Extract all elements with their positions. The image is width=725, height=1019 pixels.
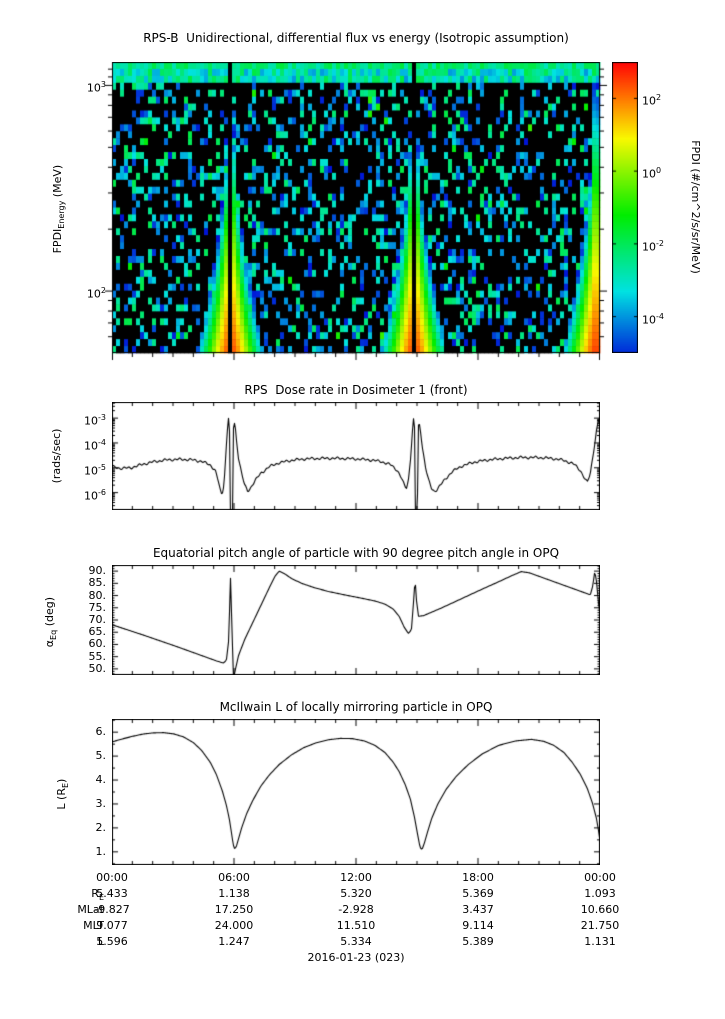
lshell-title: McIlwain L of locally mirroring particle… bbox=[219, 700, 493, 714]
lshell-ytick-label: 6. bbox=[95, 725, 107, 738]
lshell-ytick-label: 5. bbox=[95, 749, 107, 762]
ephemeris-value: -2.928 bbox=[338, 903, 374, 916]
pitch-ytick-label: 85. bbox=[88, 576, 107, 589]
colorbar-tick-label: 102 bbox=[642, 93, 662, 108]
pitch-angle-canvas bbox=[112, 565, 600, 675]
ephemeris-value: 21.750 bbox=[580, 919, 620, 932]
colorbar-tick-label: 100 bbox=[642, 166, 662, 181]
pitch-title: Equatorial pitch angle of particle with … bbox=[152, 546, 560, 560]
ephemeris-row-label-mlat: MLat bbox=[77, 903, 104, 916]
ephemeris-value: 1.138 bbox=[218, 887, 250, 900]
pitch-ytick-label: 80. bbox=[88, 589, 107, 602]
dose-title: RPS Dose rate in Dosimeter 1 (front) bbox=[244, 383, 468, 397]
lshell-ytick-label: 4. bbox=[95, 773, 107, 786]
ephemeris-value: 5.433 bbox=[96, 887, 128, 900]
x-tick-label: 00:00 bbox=[584, 871, 616, 884]
spectrogram-ytick-label: 102 bbox=[86, 286, 106, 301]
ephemeris-value: 11.510 bbox=[336, 919, 376, 932]
ephemeris-row-label-l: L bbox=[97, 935, 104, 948]
pitch-ytick-label: 70. bbox=[88, 613, 107, 626]
dose-ytick-label: 10-6 bbox=[84, 488, 106, 503]
ephemeris-value: 9.077 bbox=[96, 919, 128, 932]
pitch-ylabel-unit: (deg) bbox=[42, 596, 56, 630]
dose-ytick-label: 10-5 bbox=[84, 463, 106, 478]
ephemeris-value: 5.369 bbox=[462, 887, 494, 900]
x-tick-label: 00:00 bbox=[96, 871, 128, 884]
ephemeris-value: 5.389 bbox=[462, 935, 494, 948]
spectrogram-ylabel-sub: Energy bbox=[57, 200, 67, 229]
dose-rate-canvas bbox=[112, 402, 600, 510]
ephemeris-value: 9.114 bbox=[462, 919, 494, 932]
ephemeris-row-label-mlt: MLT bbox=[83, 919, 104, 932]
x-tick-label: 06:00 bbox=[218, 871, 250, 884]
ephemeris-value: 5.334 bbox=[340, 935, 372, 948]
x-tick-label: 12:00 bbox=[340, 871, 372, 884]
spectrogram-canvas bbox=[104, 62, 608, 361]
dose-ytick-label: 10-4 bbox=[84, 438, 106, 453]
dose-ytick-label: 10-3 bbox=[84, 413, 106, 428]
spectrogram-ylabel-main: FPDI bbox=[50, 228, 64, 254]
ephemeris-value: 3.437 bbox=[462, 903, 494, 916]
pitch-ytick-label: 90. bbox=[88, 564, 107, 577]
spectrogram-ylabel-unit: (MeV) bbox=[50, 164, 64, 201]
lshell-ytick-label: 2. bbox=[95, 821, 107, 834]
lshell-canvas bbox=[112, 719, 600, 865]
pitch-ytick-label: 65. bbox=[88, 625, 107, 638]
spectrogram-ytick-label: 103 bbox=[86, 80, 106, 95]
date-label: 2016-01-23 (023) bbox=[307, 951, 405, 964]
ephemeris-value: 5.320 bbox=[340, 887, 372, 900]
x-tick-label: 18:00 bbox=[462, 871, 494, 884]
ephemeris-value: 1.093 bbox=[584, 887, 616, 900]
ephemeris-row-label-re: RE bbox=[91, 887, 104, 903]
ephemeris-value: 17.250 bbox=[214, 903, 254, 916]
ephemeris-value: 1.131 bbox=[584, 935, 616, 948]
ephemeris-value: 1.247 bbox=[218, 935, 250, 948]
ephemeris-value: 10.660 bbox=[580, 903, 620, 916]
pitch-ytick-label: 50. bbox=[88, 662, 107, 675]
colorbar-canvas bbox=[612, 62, 638, 353]
pitch-ylabel-sub: Eq bbox=[49, 629, 59, 640]
spectrogram-title: RPS-B Unidirectional, differential flux … bbox=[143, 31, 569, 45]
colorbar-tick-label: 10-4 bbox=[642, 312, 664, 327]
pitch-ytick-label: 60. bbox=[88, 637, 107, 650]
ephemeris-value: -9.827 bbox=[94, 903, 130, 916]
ephemeris-value: 24.000 bbox=[214, 919, 254, 932]
pitch-ytick-label: 55. bbox=[88, 650, 107, 663]
ephemeris-value: 5.596 bbox=[96, 935, 128, 948]
pitch-ytick-label: 75. bbox=[88, 601, 107, 614]
lshell-ytick-label: 1. bbox=[95, 845, 107, 858]
lshell-ytick-label: 3. bbox=[95, 797, 107, 810]
colorbar-tick-label: 10-2 bbox=[642, 239, 664, 254]
